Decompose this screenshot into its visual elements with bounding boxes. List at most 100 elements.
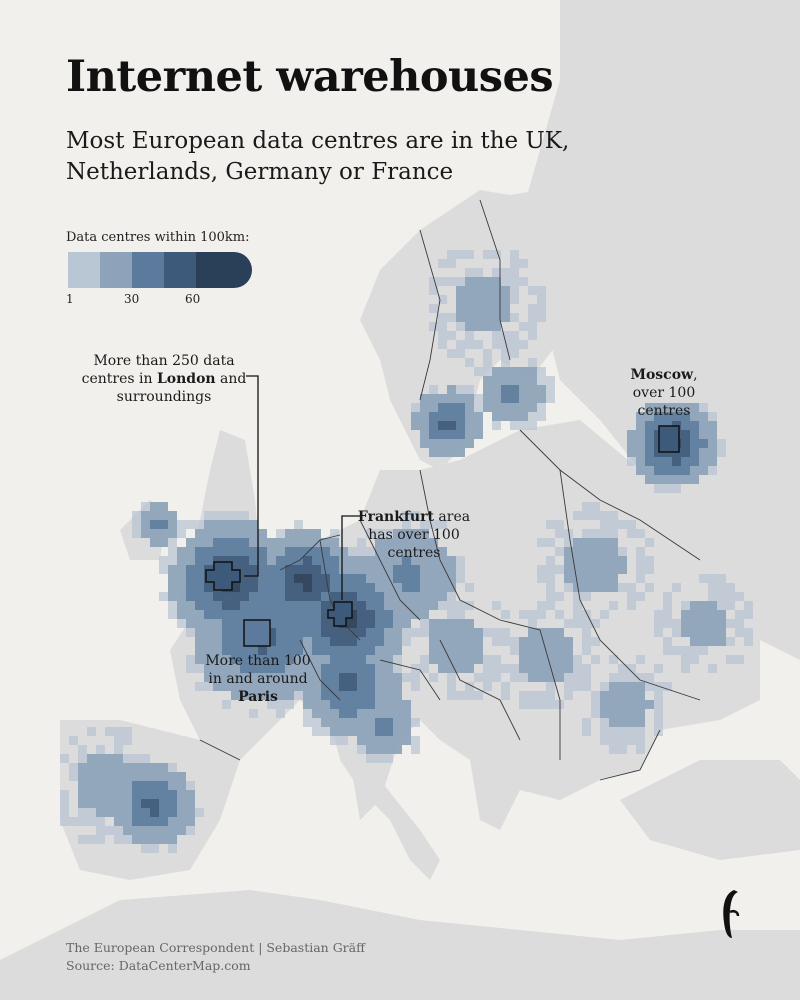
density-cell [168, 583, 177, 592]
london-annotation: More than 250 data centres in London and… [81, 353, 247, 405]
density-cell [420, 403, 429, 412]
density-cell [609, 655, 618, 664]
density-cell [96, 763, 105, 772]
density-cell [213, 628, 222, 637]
density-cell [402, 709, 411, 718]
density-cell [456, 574, 465, 583]
density-cell [258, 538, 267, 547]
density-cell [348, 700, 357, 709]
density-cell [330, 619, 339, 628]
density-cell [438, 430, 447, 439]
density-cell [303, 718, 312, 727]
density-cell [213, 520, 222, 529]
density-cell [231, 610, 240, 619]
density-cell [303, 538, 312, 547]
density-cell [285, 574, 294, 583]
density-cell [537, 313, 546, 322]
density-cell [654, 439, 663, 448]
density-cell [267, 538, 276, 547]
density-cell [717, 601, 726, 610]
density-cell [357, 619, 366, 628]
density-cell [393, 709, 402, 718]
density-cell [573, 538, 582, 547]
density-cell [663, 637, 672, 646]
density-cell [717, 448, 726, 457]
density-cell [411, 574, 420, 583]
density-cell [285, 610, 294, 619]
density-cell [645, 565, 654, 574]
density-cell [528, 286, 537, 295]
density-cell [663, 484, 672, 493]
density-cell [492, 286, 501, 295]
density-cell [366, 547, 375, 556]
density-cell [411, 421, 420, 430]
density-cell [159, 799, 168, 808]
density-cell [339, 574, 348, 583]
density-cell [357, 745, 366, 754]
density-cell [285, 556, 294, 565]
density-cell [213, 664, 222, 673]
density-cell [519, 340, 528, 349]
density-cell [195, 520, 204, 529]
density-cell [204, 565, 213, 574]
density-cell [690, 601, 699, 610]
density-cell [438, 664, 447, 673]
density-cell [159, 826, 168, 835]
density-cell [582, 565, 591, 574]
density-cell [321, 700, 330, 709]
density-cell [654, 700, 663, 709]
density-cell [528, 358, 537, 367]
density-cell [393, 529, 402, 538]
density-cell [501, 637, 510, 646]
density-cell [222, 664, 231, 673]
density-cell [528, 385, 537, 394]
density-cell [213, 565, 222, 574]
density-cell [654, 718, 663, 727]
density-cell [456, 646, 465, 655]
density-cell [708, 421, 717, 430]
density-cell [285, 592, 294, 601]
density-cell [294, 574, 303, 583]
density-cell [303, 601, 312, 610]
density-cell [267, 637, 276, 646]
density-cell [294, 664, 303, 673]
density-cell [465, 646, 474, 655]
density-cell [690, 439, 699, 448]
density-cell [573, 592, 582, 601]
density-cell [276, 637, 285, 646]
density-cell [312, 646, 321, 655]
density-cell [717, 628, 726, 637]
density-cell [105, 799, 114, 808]
density-cell [366, 727, 375, 736]
density-cell [357, 736, 366, 745]
density-cell [249, 682, 258, 691]
density-cell [573, 556, 582, 565]
density-cell [339, 592, 348, 601]
density-cell [204, 664, 213, 673]
density-cell [555, 637, 564, 646]
density-cell [564, 565, 573, 574]
density-cell [87, 772, 96, 781]
density-cell [213, 547, 222, 556]
density-cell [654, 727, 663, 736]
density-cell [321, 664, 330, 673]
density-cell [330, 529, 339, 538]
density-cell [123, 763, 132, 772]
density-cell [699, 601, 708, 610]
density-cell [501, 628, 510, 637]
density-cell [510, 286, 519, 295]
density-cell [519, 403, 528, 412]
density-cell [438, 340, 447, 349]
density-cell [618, 556, 627, 565]
density-cell [546, 385, 555, 394]
density-cell [141, 799, 150, 808]
density-cell [654, 412, 663, 421]
density-cell [240, 601, 249, 610]
density-cell [384, 538, 393, 547]
density-cell [492, 331, 501, 340]
density-cell [573, 664, 582, 673]
density-cell [537, 610, 546, 619]
density-cell [492, 421, 501, 430]
density-cell [555, 520, 564, 529]
density-cell [609, 700, 618, 709]
